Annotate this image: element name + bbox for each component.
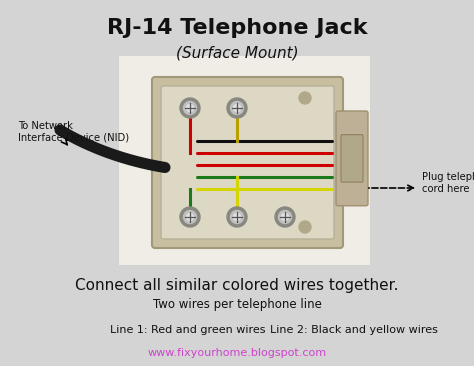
Text: www.fixyourhome.blogspot.com: www.fixyourhome.blogspot.com <box>147 348 327 358</box>
Circle shape <box>186 105 193 112</box>
Circle shape <box>299 221 311 233</box>
FancyBboxPatch shape <box>341 135 363 182</box>
Text: To Network
Interface Device (NID): To Network Interface Device (NID) <box>18 121 129 143</box>
FancyBboxPatch shape <box>336 111 368 206</box>
FancyBboxPatch shape <box>118 55 370 265</box>
Circle shape <box>183 101 197 115</box>
Text: Two wires per telephone line: Two wires per telephone line <box>153 298 321 311</box>
Text: Plug telephone
cord here: Plug telephone cord here <box>422 172 474 194</box>
Text: Line 1: Red and green wires: Line 1: Red and green wires <box>110 325 265 335</box>
Circle shape <box>279 210 292 224</box>
FancyBboxPatch shape <box>152 77 343 248</box>
Circle shape <box>234 213 240 220</box>
Circle shape <box>230 210 244 224</box>
Circle shape <box>227 98 247 118</box>
Circle shape <box>227 207 247 227</box>
Circle shape <box>299 92 311 104</box>
FancyBboxPatch shape <box>161 86 334 239</box>
Circle shape <box>275 207 295 227</box>
Text: Connect all similar colored wires together.: Connect all similar colored wires togeth… <box>75 278 399 293</box>
Circle shape <box>180 207 200 227</box>
Text: RJ-14 Telephone Jack: RJ-14 Telephone Jack <box>107 18 367 38</box>
Text: Line 2: Black and yellow wires: Line 2: Black and yellow wires <box>270 325 438 335</box>
Text: (Surface Mount): (Surface Mount) <box>176 46 298 61</box>
Circle shape <box>180 98 200 118</box>
Circle shape <box>282 213 289 220</box>
Circle shape <box>234 105 240 112</box>
Circle shape <box>186 213 193 220</box>
Circle shape <box>230 101 244 115</box>
Circle shape <box>183 210 197 224</box>
